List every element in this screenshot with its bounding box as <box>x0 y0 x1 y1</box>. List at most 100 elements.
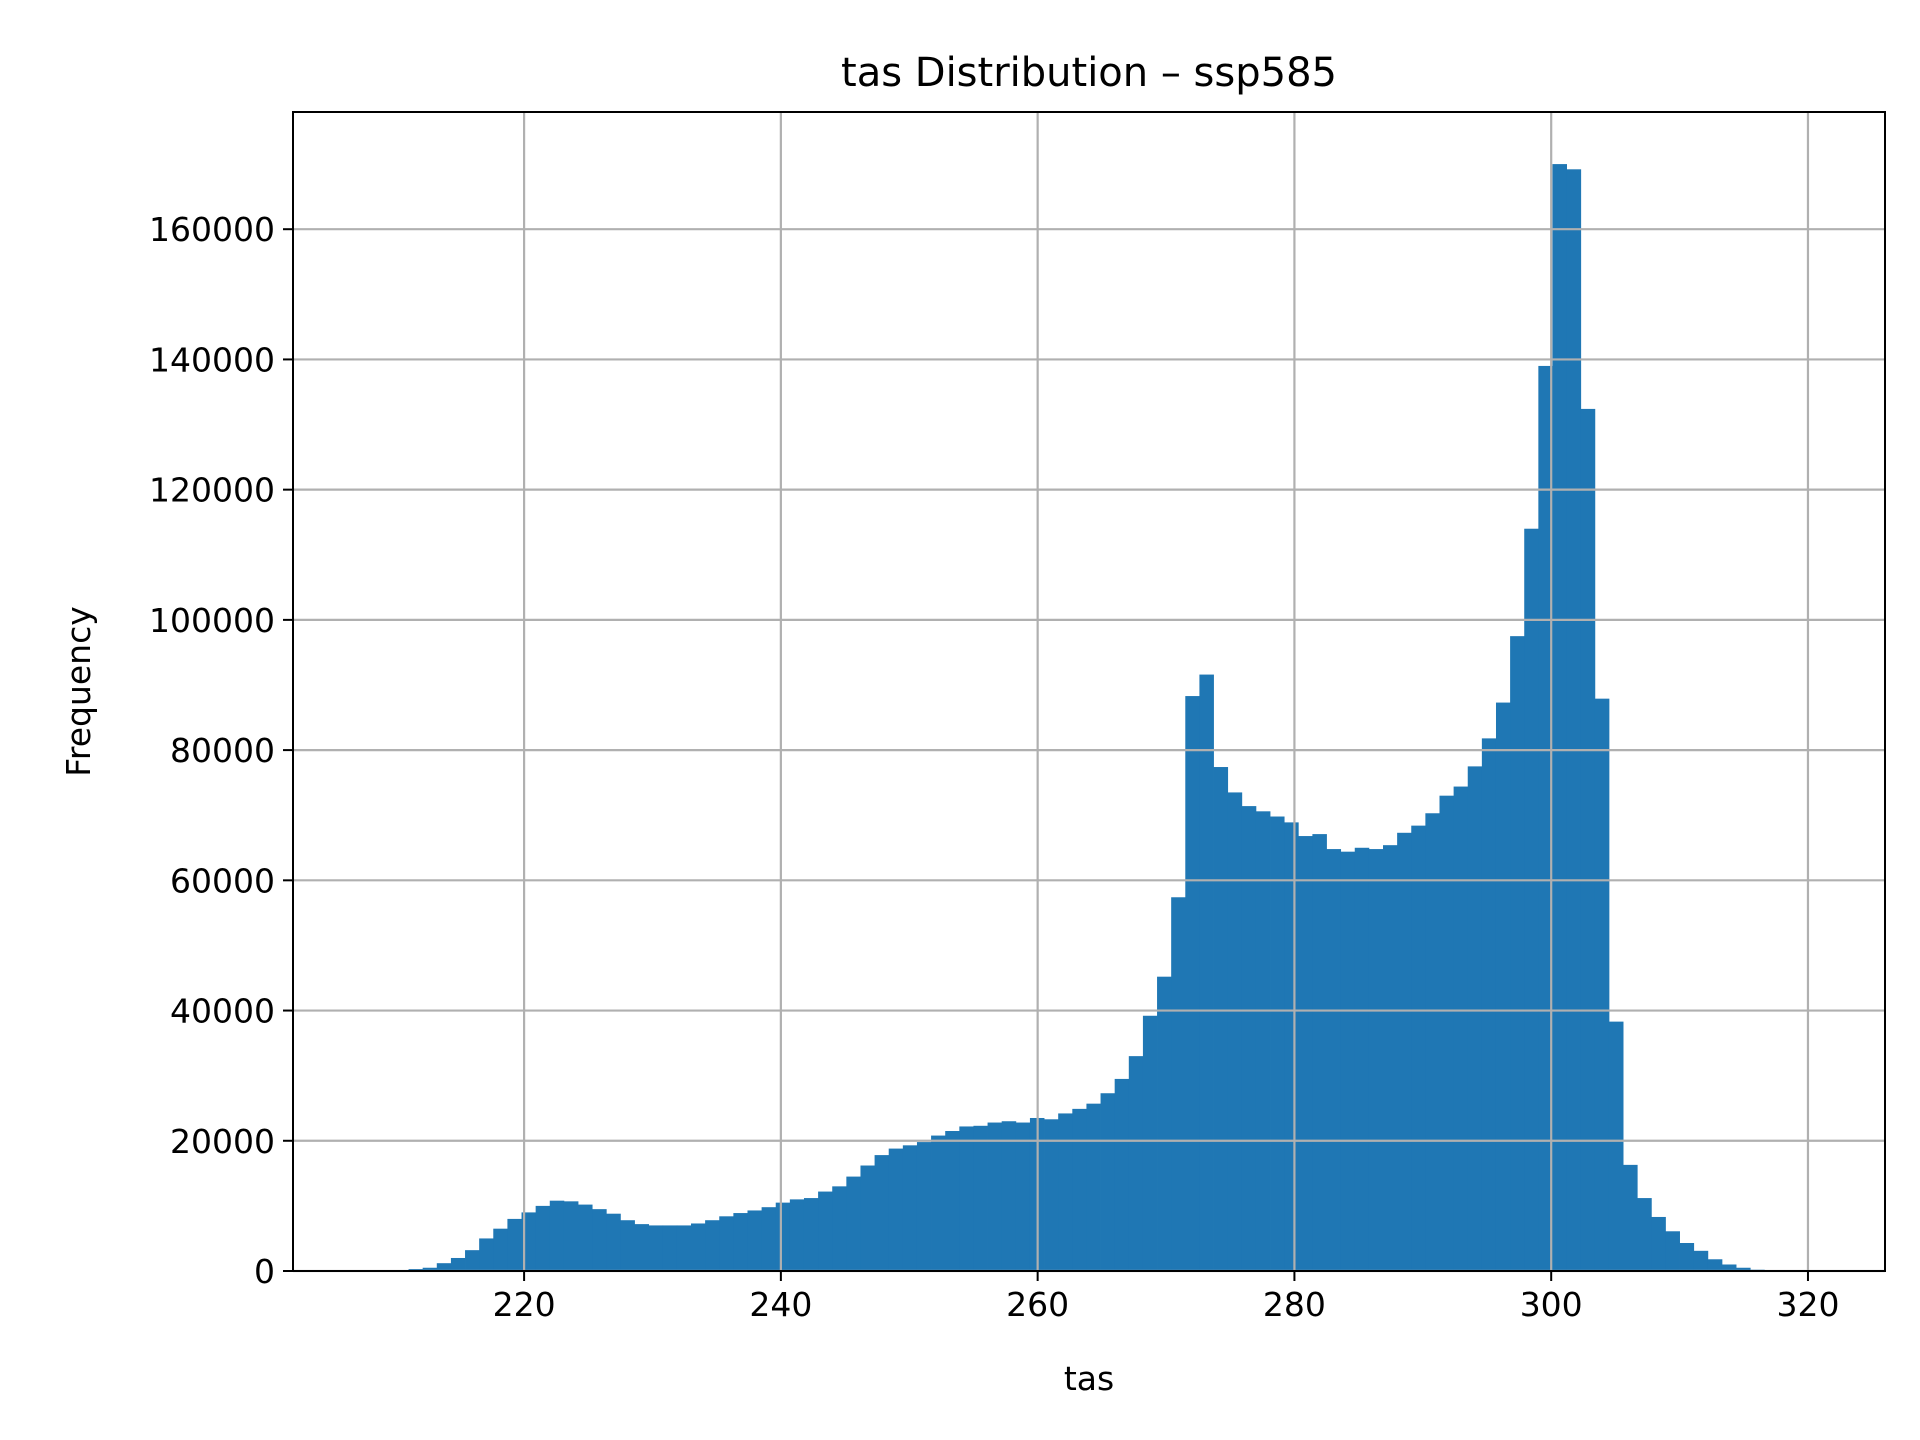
histogram-bar <box>1411 825 1426 1271</box>
histogram-bar <box>606 1213 621 1271</box>
histogram-bar <box>465 1250 480 1271</box>
histogram-bar <box>1637 1198 1652 1271</box>
histogram-bar <box>775 1202 791 1271</box>
histogram-bar <box>1481 738 1497 1271</box>
y-tick-label: 0 <box>254 1252 275 1291</box>
histogram-bar <box>719 1216 734 1271</box>
histogram-bar <box>1255 811 1271 1271</box>
histogram-bar <box>662 1225 678 1271</box>
histogram-bar <box>1044 1119 1059 1271</box>
histogram-bar <box>916 1142 932 1271</box>
histogram-bar <box>733 1213 748 1271</box>
histogram-bar <box>1354 847 1370 1271</box>
x-tick-label: 320 <box>1776 1285 1839 1324</box>
histogram-bar <box>1185 696 1200 1271</box>
histogram-bar <box>1552 164 1567 1272</box>
histogram-bar <box>973 1125 988 1271</box>
histogram-bar <box>860 1165 875 1271</box>
histogram-bar <box>1623 1164 1638 1271</box>
histogram-bar <box>1312 834 1327 1271</box>
histogram-bar <box>1128 1056 1144 1271</box>
histogram-bar <box>549 1200 565 1271</box>
plot-frame <box>292 111 1886 1272</box>
histogram-bar <box>1608 1021 1624 1271</box>
histogram-bar <box>691 1223 706 1271</box>
histogram-bar <box>578 1204 593 1271</box>
x-tick-label: 280 <box>1263 1285 1326 1324</box>
x-tick-label: 300 <box>1520 1285 1583 1324</box>
histogram-bar <box>1270 816 1285 1271</box>
histogram-bar <box>507 1218 522 1271</box>
histogram-bar <box>818 1191 833 1271</box>
histogram-bar <box>1510 636 1525 1271</box>
histogram-bar <box>563 1201 579 1271</box>
histogram-bar <box>846 1176 861 1271</box>
histogram-bar <box>1467 766 1483 1271</box>
x-tick-label: 220 <box>493 1285 556 1324</box>
histogram-bar <box>1015 1122 1031 1271</box>
histogram-bar <box>450 1257 466 1271</box>
y-tick-label: 140000 <box>149 340 275 379</box>
histogram-bar <box>1651 1216 1666 1271</box>
histogram-bar <box>1693 1250 1709 1271</box>
histogram-bar <box>1058 1113 1073 1271</box>
histogram-bar <box>1495 702 1511 1271</box>
histogram-bar <box>705 1220 720 1271</box>
histogram-bar <box>1199 674 1214 1271</box>
histogram-bar <box>832 1186 847 1271</box>
histogram-bar <box>648 1225 664 1271</box>
histogram-bar <box>1100 1093 1116 1271</box>
histogram-bar <box>945 1131 960 1271</box>
y-tick-label: 20000 <box>170 1122 275 1161</box>
histogram-bar <box>931 1135 946 1271</box>
histogram-bar <box>1114 1078 1130 1271</box>
histogram-bar <box>1439 795 1455 1271</box>
y-tick-label: 120000 <box>149 471 275 510</box>
histogram-bar <box>1383 845 1398 1271</box>
histogram-bar <box>888 1148 904 1271</box>
histogram-bar <box>1425 813 1440 1271</box>
histogram-bar <box>1538 365 1553 1271</box>
y-axis-title: Frequency <box>59 606 98 776</box>
histogram-bar <box>634 1224 650 1271</box>
histogram-bar <box>1524 528 1539 1271</box>
histogram-bar <box>803 1198 819 1271</box>
histogram-bar <box>1566 169 1582 1271</box>
histogram-bar <box>874 1155 890 1271</box>
histogram-bar <box>592 1209 607 1271</box>
y-tick-label: 160000 <box>149 210 275 249</box>
y-tick-label: 100000 <box>149 601 275 640</box>
histogram-bar <box>789 1199 805 1271</box>
histogram-bar <box>1594 698 1610 1271</box>
histogram-bar <box>1736 1267 1751 1271</box>
histogram-bar <box>1157 976 1172 1271</box>
histogram-bar <box>1142 1015 1158 1271</box>
histogram-bar <box>1171 897 1186 1271</box>
x-axis-title: tas <box>1064 1359 1114 1398</box>
histogram-bar <box>1284 822 1299 1271</box>
histogram-bar <box>1086 1103 1101 1271</box>
histogram-bar <box>1001 1121 1017 1271</box>
histogram-bar <box>1340 851 1356 1271</box>
axis-ticks: 220 240 260 280 300 320 0 20000 40000 60000 80000 1… <box>149 210 1839 1324</box>
histogram-bar <box>1241 806 1257 1271</box>
histogram-bar <box>747 1210 763 1271</box>
y-tick-label: 80000 <box>170 731 275 770</box>
histogram-bar <box>493 1228 508 1271</box>
y-tick-label: 60000 <box>170 861 275 900</box>
histogram-bar <box>1580 408 1596 1271</box>
histogram-bar <box>479 1238 494 1271</box>
histogram-bar <box>422 1267 438 1271</box>
histogram-bar <box>1072 1108 1087 1271</box>
histogram-bar <box>620 1220 635 1271</box>
histogram-bar <box>436 1263 452 1271</box>
histogram-bar <box>1665 1231 1680 1271</box>
histogram-bar <box>676 1225 692 1271</box>
histogram-bar <box>902 1145 918 1271</box>
histogram-bar <box>1707 1259 1723 1271</box>
x-tick-label: 260 <box>1006 1285 1069 1324</box>
histogram-bar <box>1721 1264 1737 1271</box>
chart-title: tas Distribution – ssp585 <box>841 50 1337 96</box>
histogram-bar <box>1453 786 1469 1271</box>
